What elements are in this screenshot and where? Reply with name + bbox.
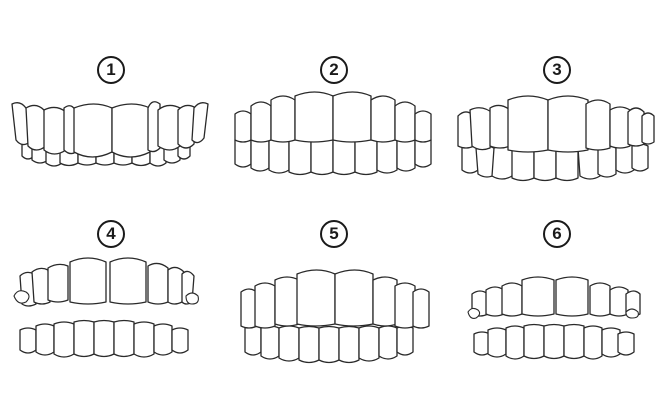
lower-teeth bbox=[234, 135, 432, 176]
panel-number-badge: 5 bbox=[320, 220, 348, 248]
upper-teeth bbox=[467, 276, 641, 319]
panel-1: 1 bbox=[0, 0, 223, 206]
panel-number-badge: 1 bbox=[97, 56, 125, 84]
panel-number: 1 bbox=[106, 60, 116, 79]
upper-teeth bbox=[13, 257, 199, 307]
lower-teeth bbox=[19, 319, 189, 358]
teeth-normal-bite-illustration bbox=[11, 101, 209, 167]
teeth-gapped-open-bite-illustration bbox=[467, 276, 641, 360]
panel-4: 4 bbox=[0, 206, 223, 412]
upper-teeth bbox=[457, 95, 655, 153]
panel-number-badge: 4 bbox=[97, 220, 125, 248]
panel-number: 4 bbox=[106, 224, 116, 243]
panel-5: 5 bbox=[223, 206, 446, 412]
panel-3: 3 bbox=[446, 0, 669, 206]
panel-number-badge: 2 bbox=[320, 56, 348, 84]
panel-number-badge: 6 bbox=[543, 220, 571, 248]
teeth-edge-to-edge-illustration bbox=[234, 91, 432, 176]
upper-teeth bbox=[234, 91, 432, 143]
panel-number: 2 bbox=[329, 60, 339, 79]
teeth-crowded-illustration bbox=[457, 95, 655, 182]
teeth-overbite-illustration bbox=[240, 269, 430, 364]
panel-number-badge: 3 bbox=[543, 56, 571, 84]
panel-6: 6 bbox=[446, 206, 669, 412]
teeth-open-bite-illustration bbox=[13, 257, 199, 358]
lower-teeth bbox=[461, 143, 649, 182]
lower-teeth bbox=[473, 323, 635, 360]
panel-number: 6 bbox=[552, 224, 562, 243]
panel-number: 3 bbox=[552, 60, 562, 79]
upper-teeth bbox=[11, 101, 209, 158]
panel-2: 2 bbox=[223, 0, 446, 206]
panel-number: 5 bbox=[329, 224, 339, 243]
lower-teeth bbox=[244, 325, 414, 364]
upper-teeth bbox=[240, 269, 430, 329]
